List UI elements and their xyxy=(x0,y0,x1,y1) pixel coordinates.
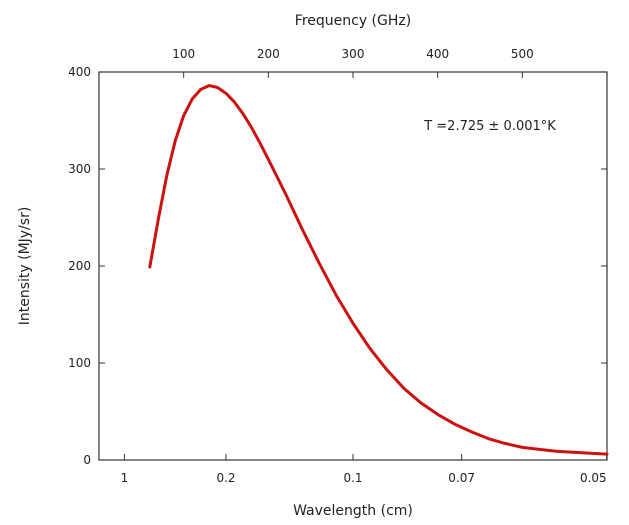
y-tick-label-2: 200 xyxy=(68,259,91,273)
y-axis-title: Intensity (MJy/sr) xyxy=(17,207,33,326)
x-tick-label-2: 0.1 xyxy=(343,471,362,485)
y-axis-ticks: 0 100 200 300 400 xyxy=(68,65,607,467)
plot-area: 0 100 200 300 400 1 0.2 0.1 0.07 0.05 100 200 300 4… xyxy=(68,47,609,485)
x-axis-ticks: 1 0.2 0.1 0.07 0.05 xyxy=(121,454,608,485)
y-tick-label-0: 0 xyxy=(83,453,91,467)
y-tick-label-4: 400 xyxy=(68,65,91,79)
series-group xyxy=(148,84,609,456)
x2-tick-label-1: 200 xyxy=(257,47,280,61)
temperature-annotation: T =2.725 ± 0.001°K xyxy=(423,119,556,134)
x-tick-label-3: 0.07 xyxy=(448,471,475,485)
x2-tick-label-3: 400 xyxy=(426,47,449,61)
x2-tick-label-0: 100 xyxy=(172,47,195,61)
x-tick-label-0: 1 xyxy=(121,471,129,485)
x2-tick-label-4: 500 xyxy=(511,47,534,61)
x-tick-label-1: 0.2 xyxy=(216,471,235,485)
x-axis-title: Wavelength (cm) xyxy=(293,503,413,519)
x-tick-label-4: 0.05 xyxy=(580,471,607,485)
x2-axis-title: Frequency (GHz) xyxy=(295,13,411,29)
y-tick-label-1: 100 xyxy=(68,356,91,370)
x2-axis-ticks: 100 200 300 400 500 xyxy=(172,47,534,78)
series-line-0 xyxy=(148,84,609,456)
x2-tick-label-2: 300 xyxy=(342,47,365,61)
y-tick-label-3: 300 xyxy=(68,162,91,176)
